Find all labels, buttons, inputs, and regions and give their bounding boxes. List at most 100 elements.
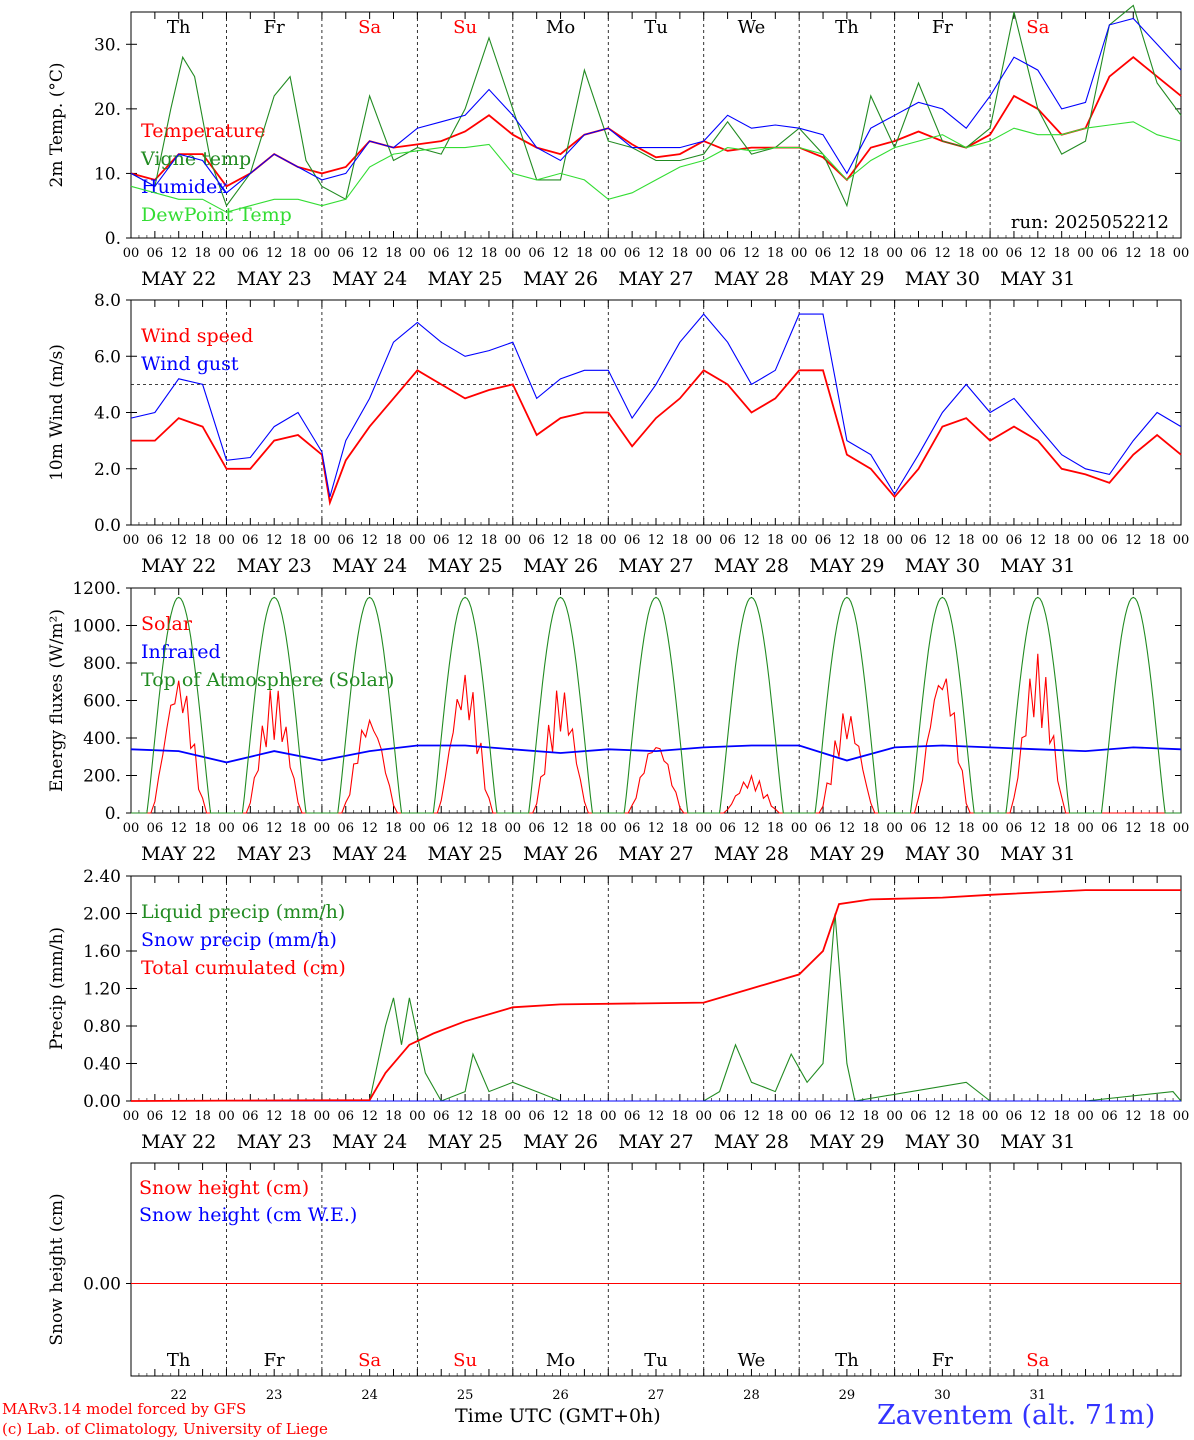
- hour-tick-label: 18: [1149, 533, 1166, 548]
- day-name-label: Su: [453, 1350, 477, 1371]
- date-label: MAY 29: [809, 1131, 884, 1153]
- date-label: MAY 22: [141, 843, 216, 865]
- hour-tick-label: 00: [314, 533, 331, 548]
- hour-tick-label: 12: [648, 246, 665, 261]
- date-label: MAY 31: [1000, 555, 1075, 577]
- hour-tick-label: 12: [743, 821, 760, 836]
- hour-tick-label: 12: [170, 1109, 187, 1124]
- hour-tick-label: 12: [839, 821, 856, 836]
- y-tick-label: 1.60: [83, 942, 121, 962]
- y-tick-label: 6.0: [94, 347, 121, 367]
- run-label: run: 2025052212: [1011, 212, 1169, 233]
- y-tick-label: 400.: [83, 729, 121, 749]
- day-name-label: Sa: [358, 1350, 381, 1371]
- hour-tick-label: 06: [433, 533, 450, 548]
- hour-tick-label: 06: [337, 821, 354, 836]
- hour-tick-label: 12: [457, 533, 474, 548]
- hour-tick-label: 00: [600, 246, 617, 261]
- date-label: MAY 31: [1000, 1131, 1075, 1153]
- hour-tick-label: 06: [624, 533, 641, 548]
- hour-tick-label: 06: [1101, 821, 1118, 836]
- hour-tick-label: 18: [958, 1109, 975, 1124]
- hour-tick-label: 00: [1173, 246, 1190, 261]
- legend-entry: Humidex: [141, 176, 228, 198]
- date-label: MAY 29: [809, 268, 884, 290]
- hour-tick-label: 18: [576, 246, 593, 261]
- day-name-label: Sa: [1026, 17, 1049, 38]
- hour-tick-label: 00: [982, 821, 999, 836]
- panel-4: 0.00 0.40 0.80 1.20 1.60 2.00 2.40 Precip (mm/h…: [47, 867, 1189, 1153]
- hour-tick-label: 00: [1077, 533, 1094, 548]
- hour-tick-label: 12: [934, 821, 951, 836]
- hour-tick-label: 00: [1173, 533, 1190, 548]
- hour-tick-label: 18: [862, 1109, 879, 1124]
- hour-tick-label: 06: [624, 1109, 641, 1124]
- y-tick-label: 4.0: [94, 404, 121, 424]
- hour-tick-label: 12: [1125, 533, 1142, 548]
- hour-tick-label: 06: [1006, 1109, 1023, 1124]
- hour-tick-label: 18: [290, 533, 307, 548]
- hour-tick-label: 06: [433, 1109, 450, 1124]
- date-label: MAY 23: [237, 843, 312, 865]
- y-tick-label: 1000.: [72, 617, 121, 637]
- date-label: MAY 26: [523, 843, 598, 865]
- date-label: MAY 26: [523, 1131, 598, 1153]
- hour-tick-label: 00: [791, 1109, 808, 1124]
- hour-tick-label: 00: [1077, 821, 1094, 836]
- y-axis-title: Snow height (cm): [47, 1193, 67, 1345]
- hour-tick-label: 06: [910, 1109, 927, 1124]
- day-name-label: Sa: [358, 17, 381, 38]
- hour-tick-label: 06: [624, 246, 641, 261]
- day-name-label: We: [738, 17, 766, 38]
- hour-tick-label: 18: [481, 821, 498, 836]
- panel-1: 0.10.20.30.2m Temp. (°C) TemperatureVigne…: [47, 4, 1190, 290]
- hour-tick-label: 12: [457, 246, 474, 261]
- day-name-label: Sa: [1026, 1350, 1049, 1371]
- hour-tick-label: 00: [314, 821, 331, 836]
- hour-tick-label: 18: [481, 1109, 498, 1124]
- hour-tick-label: 12: [1125, 1109, 1142, 1124]
- hour-tick-label: 06: [147, 1109, 164, 1124]
- hour-tick-label: 12: [934, 533, 951, 548]
- hour-tick-label: 12: [934, 246, 951, 261]
- hour-tick-label: 00: [982, 246, 999, 261]
- hour-tick-label: 18: [862, 821, 879, 836]
- day-number-label: 23: [266, 1388, 283, 1403]
- series-line-temperature: [130, 56, 1182, 188]
- hour-tick-label: 12: [266, 533, 283, 548]
- y-axis-title: Energy fluxes (W/m²): [47, 609, 67, 792]
- y-tick-label: 0.00: [83, 1275, 121, 1295]
- day-number-label: 25: [457, 1388, 474, 1403]
- hour-tick-label: 00: [1173, 1109, 1190, 1124]
- hour-tick-label: 18: [576, 821, 593, 836]
- series-line-humidex: [130, 17, 1182, 194]
- day-name-label: Fr: [932, 17, 953, 38]
- date-label: MAY 26: [523, 555, 598, 577]
- hour-tick-label: 00: [505, 246, 522, 261]
- hour-tick-label: 18: [385, 821, 402, 836]
- hour-tick-label: 00: [600, 533, 617, 548]
- hour-tick-label: 12: [361, 821, 378, 836]
- date-label: MAY 22: [141, 1131, 216, 1153]
- hour-tick-label: 12: [170, 533, 187, 548]
- hour-tick-label: 18: [1053, 533, 1070, 548]
- hour-tick-label: 06: [910, 533, 927, 548]
- station-name: Zaventem (alt. 71m): [877, 1400, 1156, 1431]
- hour-tick-label: 18: [194, 246, 211, 261]
- hour-tick-label: 06: [910, 246, 927, 261]
- hour-tick-label: 00: [886, 533, 903, 548]
- hour-tick-label: 00: [505, 533, 522, 548]
- panel-5: 0.00 Snow height (cm) Snow height (cm) Snow…: [47, 1162, 1182, 1403]
- hour-tick-label: 06: [1006, 246, 1023, 261]
- hour-tick-label: 06: [815, 533, 832, 548]
- hour-tick-label: 00: [409, 246, 426, 261]
- hour-tick-label: 12: [1125, 821, 1142, 836]
- hour-tick-label: 06: [528, 533, 545, 548]
- day-name-label: Fr: [264, 1350, 285, 1371]
- hour-tick-label: 12: [361, 246, 378, 261]
- day-name-label: Fr: [264, 17, 285, 38]
- hour-tick-label: 12: [266, 1109, 283, 1124]
- legend-entry: Snow height (cm W.E.): [139, 1204, 357, 1226]
- hour-tick-label: 06: [1101, 246, 1118, 261]
